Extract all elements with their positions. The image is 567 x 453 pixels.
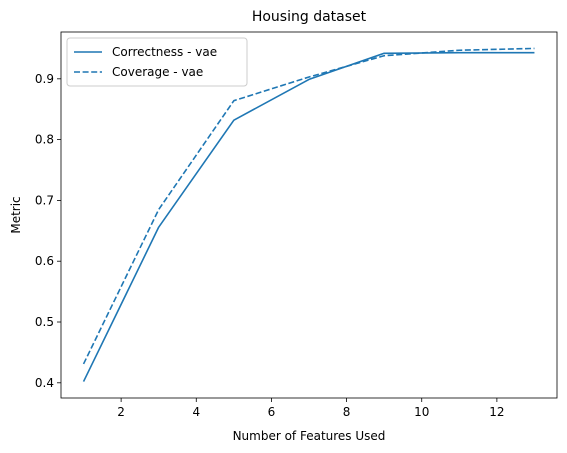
y-tick-label: 0.7 <box>35 193 54 207</box>
x-tick-label: 2 <box>117 405 125 419</box>
chart-title: Housing dataset <box>252 9 367 25</box>
y-tick-label: 0.5 <box>35 315 54 329</box>
plot-area-frame <box>60 31 558 399</box>
y-tick-label: 0.9 <box>35 72 54 86</box>
y-axis-label: Metric <box>9 196 23 233</box>
legend: Correctness - vae Coverage - vae <box>66 37 248 87</box>
x-axis-label: Number of Features Used <box>233 429 386 443</box>
series-line-correctness <box>82 51 535 382</box>
legend-entry-label: Correctness - vae <box>112 45 217 59</box>
series-lines <box>82 47 535 382</box>
y-axis-ticks: 0.4 0.5 0.6 0.7 0.8 0.9 <box>35 72 61 390</box>
legend-frame <box>66 37 248 87</box>
series-line-coverage <box>82 47 535 365</box>
y-tick-label: 0.4 <box>35 376 54 390</box>
x-tick-label: 10 <box>414 405 429 419</box>
y-tick-label: 0.6 <box>35 254 54 268</box>
x-tick-label: 6 <box>268 405 276 419</box>
legend-entry-label: Coverage - vae <box>112 65 203 79</box>
y-tick-label: 0.8 <box>35 133 54 147</box>
x-tick-label: 12 <box>489 405 504 419</box>
x-axis-ticks: 2 4 6 8 10 12 <box>117 398 505 419</box>
x-tick-label: 8 <box>343 405 351 419</box>
x-tick-label: 4 <box>192 405 200 419</box>
